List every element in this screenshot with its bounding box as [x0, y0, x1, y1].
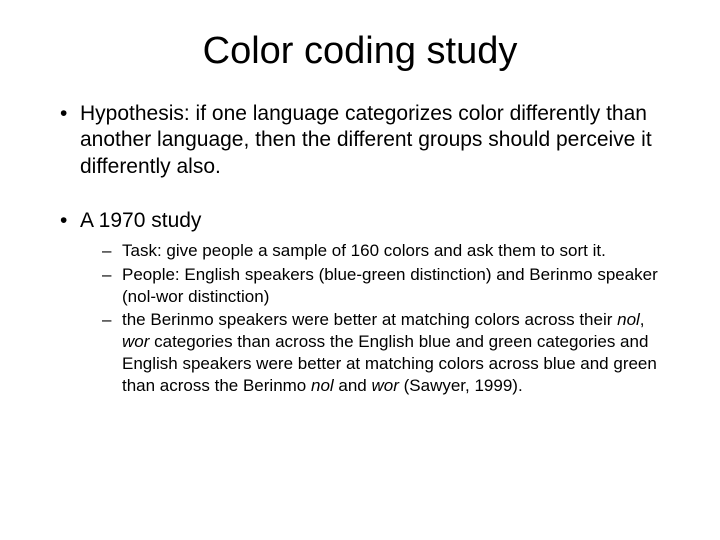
sub-bullet-item: the Berinmo speakers were better at matc…	[102, 309, 664, 396]
bullet-list: Hypothesis: if one language categorizes …	[56, 101, 664, 396]
sub-bullet-list: Task: give people a sample of 160 colors…	[102, 240, 664, 396]
slide-title: Color coding study	[56, 30, 664, 73]
sub-bullet-item: Task: give people a sample of 160 colors…	[102, 240, 664, 262]
bullet-item: A 1970 study Task: give people a sample …	[56, 208, 664, 397]
sub-bullet-text: the Berinmo speakers were better at matc…	[122, 310, 657, 394]
sub-bullet-text: People: English speakers (blue-green dis…	[122, 265, 658, 306]
bullet-text: Hypothesis: if one language categorizes …	[80, 102, 652, 178]
sub-bullet-text: Task: give people a sample of 160 colors…	[122, 241, 606, 260]
sub-bullet-item: People: English speakers (blue-green dis…	[102, 264, 664, 308]
bullet-text: A 1970 study	[80, 209, 201, 232]
bullet-item: Hypothesis: if one language categorizes …	[56, 101, 664, 180]
slide: Color coding study Hypothesis: if one la…	[0, 0, 720, 540]
